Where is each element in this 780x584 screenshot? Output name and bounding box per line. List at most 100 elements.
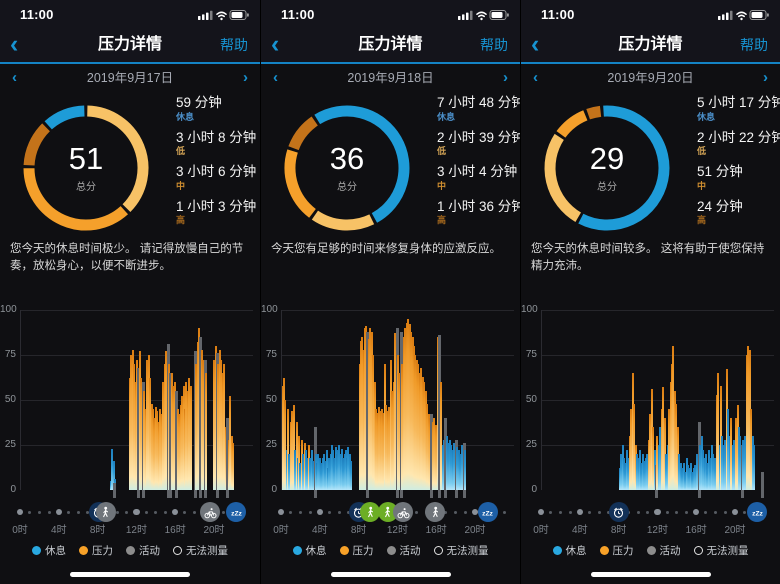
stress-bar (431, 421, 434, 490)
timeline-dot (537, 508, 545, 516)
stress-bar (673, 391, 676, 490)
rest-bar (688, 468, 691, 490)
stress-bar (669, 382, 672, 490)
stat-value: 3 小时 8 分钟 (176, 129, 257, 145)
legend-item: 压力 (599, 543, 634, 558)
stress-donut-chart (284, 105, 410, 231)
stress-bar (650, 389, 653, 490)
timeline-dot (222, 510, 226, 514)
stat-value: 24 分钟 (697, 198, 743, 214)
walk-icon[interactable] (360, 502, 381, 522)
timeline-dot (133, 508, 140, 516)
x-axis-tick: 16时 (164, 525, 186, 536)
prev-day-button[interactable]: ‹ (12, 69, 17, 86)
home-indicator[interactable] (590, 572, 711, 577)
x-axis-tick: 16时 (685, 525, 707, 536)
timeline-dot (731, 508, 739, 516)
rest-bar (742, 439, 745, 490)
stress-bar (748, 349, 751, 490)
rest-bar (461, 445, 464, 490)
back-button[interactable]: ‹ (531, 30, 540, 58)
help-link[interactable]: 帮助 (480, 37, 508, 53)
walk-icon[interactable] (95, 502, 116, 522)
sleep-icon[interactable]: zZz (226, 502, 247, 522)
stress-bar (230, 436, 233, 490)
rest-bar (659, 427, 662, 490)
rest-bar (721, 436, 724, 490)
rest-bar (643, 461, 646, 490)
bike-icon[interactable] (393, 502, 414, 522)
prev-day-button[interactable]: ‹ (273, 69, 278, 86)
stress-bar (359, 340, 362, 490)
phone-screen-3: 11:00 ‹ 压力详情 帮助 ‹ 2019年9月20日 › 29 总分 5 小… (520, 0, 780, 584)
legend-label: 压力 (612, 545, 634, 557)
stat-item: 59 分钟 休息 (176, 95, 260, 130)
back-button[interactable]: ‹ (271, 30, 280, 58)
timeline-dot (67, 510, 70, 514)
stress-bar (401, 364, 404, 490)
stat-value: 1 小时 36 分钟 (437, 198, 520, 214)
stress-bar (408, 324, 411, 490)
stress-bar (147, 355, 150, 490)
rest-bar (317, 454, 320, 490)
rest-bar (739, 436, 742, 490)
rest-bar (685, 457, 688, 490)
timeline-dot (463, 510, 467, 514)
help-link[interactable]: 帮助 (220, 37, 248, 53)
rest-bar (627, 457, 630, 490)
rest-bar (637, 457, 640, 490)
rest-bar (326, 468, 329, 490)
legend-label: 无法测量 (446, 545, 489, 557)
home-indicator[interactable] (330, 572, 451, 577)
timeline-dot (28, 510, 32, 514)
rest-bar (678, 454, 681, 490)
rest-bar (445, 436, 448, 490)
stress-bar (170, 373, 173, 490)
rest-bar (344, 450, 347, 490)
y-axis-tick: 50 (265, 394, 277, 405)
next-day-button[interactable]: › (763, 69, 768, 86)
timeline-dot (308, 510, 312, 514)
stress-bar (367, 338, 370, 490)
back-button[interactable]: ‹ (10, 30, 19, 58)
stress-bar (167, 364, 170, 490)
timeline-dot (115, 510, 119, 514)
stat-item: 3 小时 4 分钟中 (437, 164, 520, 199)
nav-bar: ‹ 压力详情 帮助 (261, 28, 520, 64)
prev-day-button[interactable]: ‹ (533, 69, 538, 86)
svg-text:zZz: zZz (482, 510, 493, 517)
alarm-icon[interactable] (608, 502, 629, 522)
sleep-icon[interactable]: zZz (477, 502, 498, 522)
stress-bar (423, 382, 426, 490)
stress-bar (382, 412, 385, 490)
home-indicator[interactable] (70, 572, 190, 577)
rest-bar (731, 445, 734, 490)
rest-bar (328, 457, 330, 490)
walk-icon[interactable] (425, 502, 446, 522)
stress-bar (405, 322, 408, 490)
stress-bar (181, 396, 183, 490)
stress-bar (217, 364, 220, 490)
stress-bar (133, 364, 135, 490)
chart-legend: 休息 压力 活动 无法测量 (261, 543, 520, 558)
chart-legend: 休息 压力 活动 无法测量 (0, 543, 260, 558)
sleep-icon[interactable]: zZz (747, 502, 768, 522)
stress-bar (172, 385, 175, 490)
stress-stats-list: 7 小时 48 分钟 休息 2 小时 39 分钟低 3 小时 4 分钟中 1 小时 36… (437, 95, 520, 233)
help-link[interactable]: 帮助 (740, 37, 768, 53)
stat-item: 2 小时 39 分钟低 (437, 130, 520, 165)
stress-bar (396, 355, 399, 490)
stat-value: 3 小时 6 分钟 (176, 164, 257, 179)
rest-bar (331, 450, 334, 490)
rest-bar (712, 454, 715, 490)
rest-bar (450, 445, 453, 490)
timeline-dot (454, 510, 458, 514)
next-day-button[interactable]: › (503, 69, 508, 86)
stress-bar (372, 355, 375, 490)
walk-icon[interactable] (377, 502, 398, 522)
stress-bar (213, 360, 215, 490)
next-day-button[interactable]: › (243, 69, 248, 86)
bike-icon[interactable] (200, 502, 221, 522)
rest-bar (305, 450, 308, 490)
stress-bar (389, 360, 392, 490)
